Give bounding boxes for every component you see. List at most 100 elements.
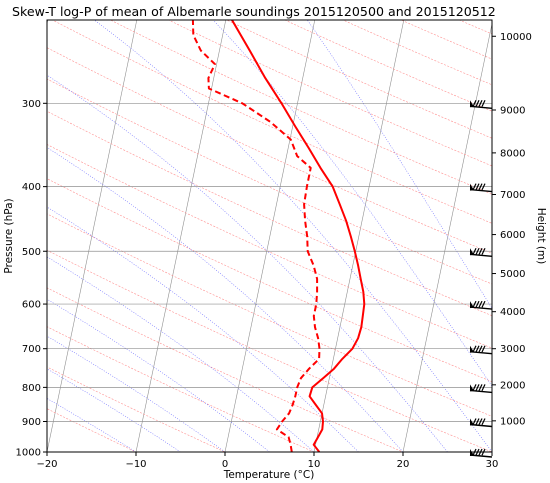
wind-barb-feather — [481, 183, 486, 191]
wind-barb-shaft — [469, 423, 493, 428]
wind-barb-feather — [472, 100, 477, 107]
y-axis-ticks: 1000 900 800 700 600 500 400 300 — [16, 99, 47, 459]
pressure-gridlines — [47, 102, 492, 453]
wind-barb-feather — [472, 300, 477, 308]
moist-adiabat-line — [47, 398, 137, 452]
y-axis-label: Pressure (hPa) — [3, 198, 15, 273]
wind-barb-feather — [475, 183, 480, 191]
moist-adiabat-line — [47, 74, 448, 452]
x-tick-label: −10 — [125, 459, 146, 470]
isotherm-line — [402, 22, 492, 452]
wind-barb — [469, 300, 493, 310]
wind-barb-feather — [481, 300, 486, 308]
wind-barb-feather — [478, 248, 483, 255]
wind-barb-feather — [472, 183, 477, 191]
plot-frame — [46, 19, 493, 453]
right-axis-label: Height (m) — [535, 208, 547, 264]
dry-adiabat-line — [47, 47, 492, 254]
wind-barb-feather — [475, 300, 480, 308]
dry-adiabat-line — [47, 178, 492, 383]
dry-adiabat-line — [47, 287, 404, 452]
wind-barb-feather — [481, 418, 486, 426]
dry-adiabat-line — [47, 249, 492, 452]
y-tick-label: 500 — [22, 247, 41, 258]
wind-barb-feather — [478, 183, 483, 191]
dry-adiabat-line — [47, 110, 492, 317]
y-tick-label: 900 — [22, 417, 41, 428]
wind-barb — [469, 418, 493, 428]
y-tick-label: 300 — [22, 99, 41, 110]
x-tick-label: 30 — [486, 459, 499, 470]
wind-barb-feather — [472, 384, 477, 391]
wind-barb — [469, 345, 493, 355]
wind-barb-shaft — [469, 351, 493, 355]
sounding-profiles — [191, 20, 366, 452]
dry-adiabat-line — [47, 408, 137, 452]
wind-barb-feather — [481, 100, 486, 107]
isotherm-line — [47, 20, 138, 452]
dry-adiabat-line — [437, 0, 550, 466]
dry-adiabat-line — [109, 20, 492, 195]
wind-barbs — [469, 100, 493, 458]
wind-barb-feather — [478, 100, 483, 107]
height-axis-ticks: 10000 9000 8000 7000 6000 5000 4000 3000 2000 100… — [492, 32, 532, 427]
wind-barb-shaft — [469, 253, 493, 257]
height-tick-label: 5000 — [500, 269, 525, 280]
chart-title: Skew-T log-P of mean of Albemarle soundi… — [12, 4, 496, 19]
x-axis-label: Temperature (°C) — [223, 469, 315, 481]
temperature-line — [231, 20, 366, 452]
wind-barb-feather — [475, 100, 480, 107]
height-tick-label: 10000 — [500, 32, 532, 43]
height-tick-label: 3000 — [500, 344, 525, 355]
isotherm-line — [135, 20, 227, 452]
moist-adiabat-line — [47, 147, 404, 452]
dry-adiabat-line — [47, 144, 492, 349]
dewpoint-line — [191, 20, 321, 452]
height-tick-label: 2000 — [500, 380, 525, 391]
wind-barb — [469, 183, 493, 193]
x-tick-label: 0 — [222, 459, 228, 470]
wind-barb-feather — [475, 345, 480, 353]
wind-barb — [469, 448, 493, 458]
wind-barb — [469, 100, 493, 109]
x-tick-label: 20 — [397, 459, 410, 470]
height-tick-label: 6000 — [500, 230, 525, 241]
y-tick-label: 700 — [22, 344, 41, 355]
height-tick-label: 7000 — [500, 190, 525, 201]
dry-adiabat-line — [167, 20, 492, 167]
isotherm-line — [224, 20, 316, 452]
wind-barb-shaft — [469, 188, 493, 193]
wind-barb-feather — [475, 384, 480, 391]
x-tick-label: −20 — [36, 459, 57, 470]
y-tick-label: 1000 — [16, 448, 41, 459]
height-tick-label: 1000 — [500, 416, 525, 427]
wind-barb-feather — [478, 384, 483, 391]
height-tick-label: 4000 — [500, 307, 525, 318]
y-tick-label: 800 — [22, 383, 41, 394]
wind-barb-feather — [481, 248, 486, 255]
isotherm-line — [313, 20, 405, 452]
wind-barb-feather — [478, 418, 483, 426]
x-axis-ticks: −20 −10 0 10 20 30 — [36, 452, 498, 470]
wind-barb-shaft — [469, 306, 493, 310]
height-tick-label: 9000 — [500, 105, 525, 116]
x-tick-label: 10 — [308, 459, 321, 470]
wind-barb-feather — [475, 248, 480, 255]
wind-barb-feather — [472, 418, 477, 426]
wind-barb-feather — [472, 345, 477, 353]
wind-barb-shaft — [469, 454, 493, 458]
wind-barb-shaft — [469, 389, 493, 394]
wind-barb-feather — [478, 345, 483, 353]
wind-barb — [469, 384, 493, 394]
wind-barb-feather — [478, 300, 483, 308]
wind-barb-feather — [472, 248, 477, 255]
background-lines — [47, 0, 550, 466]
wind-barb-feather — [481, 384, 486, 391]
wind-barb-feather — [475, 418, 480, 426]
dry-adiabat-line — [47, 366, 226, 452]
wind-barb — [469, 248, 493, 257]
wind-barb-shaft — [469, 105, 493, 109]
height-tick-label: 8000 — [500, 148, 525, 159]
y-tick-label: 600 — [22, 300, 41, 311]
